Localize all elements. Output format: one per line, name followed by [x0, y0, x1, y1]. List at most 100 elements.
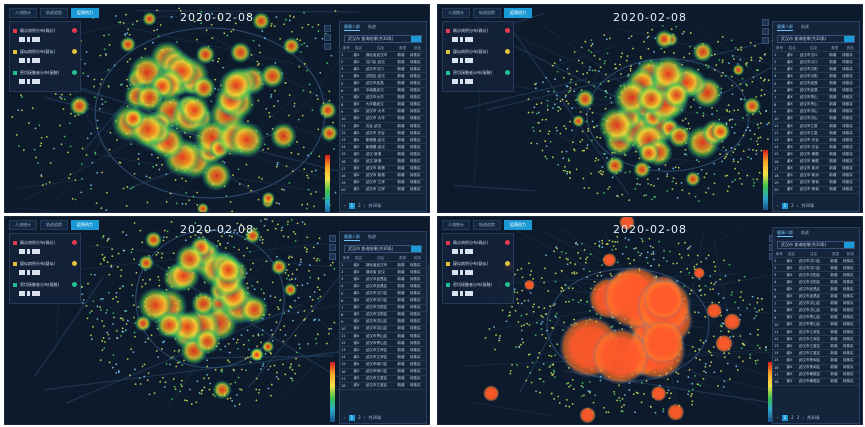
view-tab[interactable]: 疫情热力 [504, 8, 532, 18]
table-row[interactable]: 3 谢X 武汉市汉阳 新增 待核实 [773, 65, 859, 74]
table-row[interactable]: 8 谢X 武汉市青山 新增 待核实 [773, 101, 859, 109]
sidebar-tab[interactable]: 轨迹 [801, 24, 809, 29]
layers-icon[interactable] [762, 37, 769, 44]
table-row[interactable]: 3 谢X 武汉市汉口 新增 待核实 [340, 65, 426, 74]
table-row[interactable]: 7 谢X 武汉市青山 新增 待核实 [773, 94, 859, 102]
toggle-icon[interactable] [72, 49, 77, 54]
table-row[interactable]: 6 谢X 武汉市武昌 新增 待核实 [773, 87, 859, 95]
prev-page-button[interactable]: ‹ [777, 415, 779, 420]
table-row[interactable]: 2 谢X 汉口区 武汉 新增 待核实 [340, 58, 426, 67]
sidebar-tab[interactable]: 健康人群 [777, 230, 793, 237]
view-tab[interactable]: 轨迹追踪 [473, 8, 501, 18]
view-tab[interactable]: 轨迹追踪 [40, 220, 68, 230]
sidebar-tab[interactable]: 健康人群 [344, 24, 360, 31]
legend-item[interactable]: 疑似病例分布(疑似) [446, 46, 510, 57]
next-page-button[interactable]: › [363, 203, 366, 208]
table-row[interactable]: 4 谢X 汉阳区 武汉 新增 待核实 [340, 72, 426, 81]
toggle-icon[interactable] [72, 70, 77, 75]
sidebar-tab[interactable]: 轨迹 [801, 230, 809, 235]
table-row[interactable]: 2 谢X 湖北省 武汉 新增 待核实 [340, 268, 426, 277]
search-input[interactable]: 武汉市 查询结果(共30条) [344, 35, 422, 43]
table-row[interactable]: 12 谢X 武汉市青山区 新增 待核实 [340, 339, 426, 348]
layers-icon[interactable] [324, 43, 331, 50]
map-canvas[interactable] [5, 217, 430, 425]
table-row[interactable]: 9 谢X 武汉市青山区 新增 待核实 [773, 314, 859, 322]
table-row[interactable]: 2 谢X 武汉市汉口 新增 待核实 [773, 58, 859, 67]
toggle-icon[interactable] [505, 70, 510, 75]
zoom-in-icon[interactable] [324, 25, 331, 32]
table-row[interactable]: 4 谢X 武汉市武昌区 新增 待核实 [340, 282, 426, 291]
table-row[interactable]: 19 谢X 武汉市 江岸 新增 待核实 [340, 179, 426, 187]
legend-item[interactable]: 疑似病例分布(疑似) [13, 258, 77, 269]
table-row[interactable]: 7 谢X 武汉市大华 新增 待核实 [340, 94, 426, 102]
page-number-button[interactable]: 2 [358, 415, 361, 420]
table-row[interactable]: 9 谢X 武汉市 大华 新增 待核实 [340, 108, 426, 116]
view-tab[interactable]: 人流统计 [9, 220, 37, 230]
table-row[interactable]: 13 谢X 武汉市江夏区 新增 待核实 [773, 342, 859, 351]
view-tab[interactable]: 人流统计 [442, 220, 470, 230]
legend-item[interactable]: 确诊病例分布(确诊) [13, 237, 77, 248]
view-tab[interactable]: 疫情热力 [71, 8, 99, 18]
sidebar-tab[interactable]: 健康人群 [777, 24, 793, 31]
search-button[interactable] [411, 246, 421, 252]
table-row[interactable]: 3 谢X 武汉市汉阳区 新增 待核实 [773, 271, 859, 280]
page-number-button[interactable]: 2 [791, 203, 794, 208]
legend-item[interactable]: 密切接触者分布(接触) [446, 67, 510, 78]
layers-icon[interactable] [329, 253, 336, 260]
toggle-icon[interactable] [505, 282, 510, 287]
table-row[interactable]: 16 谢X 武汉市 黄陂 新增 待核实 [773, 158, 859, 166]
table-row[interactable]: 11 谢X 武汉市江夏 新增 待核实 [773, 122, 859, 131]
zoom-in-icon[interactable] [329, 235, 336, 242]
legend-item[interactable]: 疑似病例分布(疑似) [13, 46, 77, 57]
table-row[interactable]: 20 谢X 武汉市 江岸 新增 待核实 [340, 186, 426, 194]
toggle-icon[interactable] [505, 49, 510, 54]
table-row[interactable]: 17 谢X 武汉市 新洲 新增 待核实 [773, 165, 859, 173]
toggle-icon[interactable] [505, 240, 510, 245]
page-number-button[interactable]: 2 [791, 415, 794, 420]
table-row[interactable]: 9 谢X 武汉市洪山区 新增 待核实 [340, 318, 426, 326]
page-number-button[interactable]: 1 [781, 203, 789, 209]
page-number-button[interactable]: 3 [796, 415, 800, 420]
table-row[interactable]: 12 谢X 武汉市 光谷 新增 待核实 [340, 129, 426, 138]
table-row[interactable]: 5 谢X 武汉市武昌区 新增 待核实 [773, 285, 859, 294]
table-row[interactable]: 6 谢X 武汉市武昌区 新增 待核实 [773, 293, 859, 301]
table-row[interactable]: 14 谢X 武汉市江夏区 新增 待核实 [773, 349, 859, 358]
table-row[interactable]: 7 谢X 武汉市洪山区 新增 待核实 [773, 300, 859, 308]
table-row[interactable]: 1 谢X 湖北省武汉市 新增 待核实 [340, 261, 426, 270]
page-number-button[interactable]: 1 [781, 415, 789, 421]
sidebar-tab[interactable]: 轨迹 [368, 234, 376, 239]
legend-item[interactable]: 确诊病例分布(确诊) [13, 25, 77, 36]
table-row[interactable]: 14 谢X 武汉市 光谷 新增 待核实 [773, 143, 859, 152]
table-row[interactable]: 5 谢X 武汉市武昌 新增 待核实 [340, 79, 426, 88]
table-row[interactable]: 15 谢X 武汉市硚口区 新增 待核实 [340, 360, 426, 369]
legend-item[interactable]: 疑似病例分布(疑似) [446, 258, 510, 269]
prev-page-button[interactable]: ‹ [344, 203, 346, 208]
table-row[interactable]: 4 谢X 武汉市汉阳区 新增 待核实 [773, 278, 859, 287]
view-tab[interactable]: 轨迹追踪 [473, 220, 501, 230]
table-row[interactable]: 1 谢X 湖北省武汉市 新增 待核实 [340, 51, 426, 60]
table-row[interactable]: 6 谢X 武汉市汉口区 新增 待核实 [340, 297, 426, 305]
map-canvas[interactable] [5, 5, 430, 213]
legend-item[interactable]: 确诊病例分布(确诊) [446, 237, 510, 248]
zoom-out-icon[interactable] [324, 34, 331, 41]
search-input[interactable]: 武汉市 查询结果(共30条) [344, 245, 422, 253]
view-tab[interactable]: 人流统计 [9, 8, 37, 18]
search-button[interactable] [844, 242, 854, 248]
table-row[interactable]: 15 谢X 武汉市 黄陂 新增 待核实 [773, 150, 859, 159]
search-input[interactable]: 武汉市 查询结果(共30条) [777, 241, 855, 249]
table-row[interactable]: 13 谢X 新港路 武汉 新增 待核实 [340, 136, 426, 145]
view-tab[interactable]: 疫情热力 [504, 220, 532, 230]
table-row[interactable]: 18 谢X 武汉市黄陂区 新增 待核实 [773, 378, 859, 386]
table-row[interactable]: 3 谢X 武汉市武昌区 新增 待核实 [340, 275, 426, 284]
table-row[interactable]: 10 谢X 武汉市青山区 新增 待核实 [773, 321, 859, 330]
table-row[interactable]: 6 谢X 中南路武汉 新增 待核实 [340, 87, 426, 95]
table-row[interactable]: 11 谢X 武汉市江岸区 新增 待核实 [773, 328, 859, 337]
search-button[interactable] [411, 36, 421, 42]
page-number-button[interactable]: 1 [348, 203, 356, 209]
table-row[interactable]: 9 谢X 武汉市洪山 新增 待核实 [773, 108, 859, 116]
legend-item[interactable]: 密切接触者分布(接触) [13, 279, 77, 290]
sidebar-tab[interactable]: 轨迹 [368, 24, 376, 29]
table-row[interactable]: 15 谢X 武汉市蔡甸区 新增 待核实 [773, 356, 859, 365]
table-row[interactable]: 10 谢X 武汉市洪山 新增 待核实 [773, 115, 859, 124]
next-page-button[interactable]: › [802, 415, 804, 420]
